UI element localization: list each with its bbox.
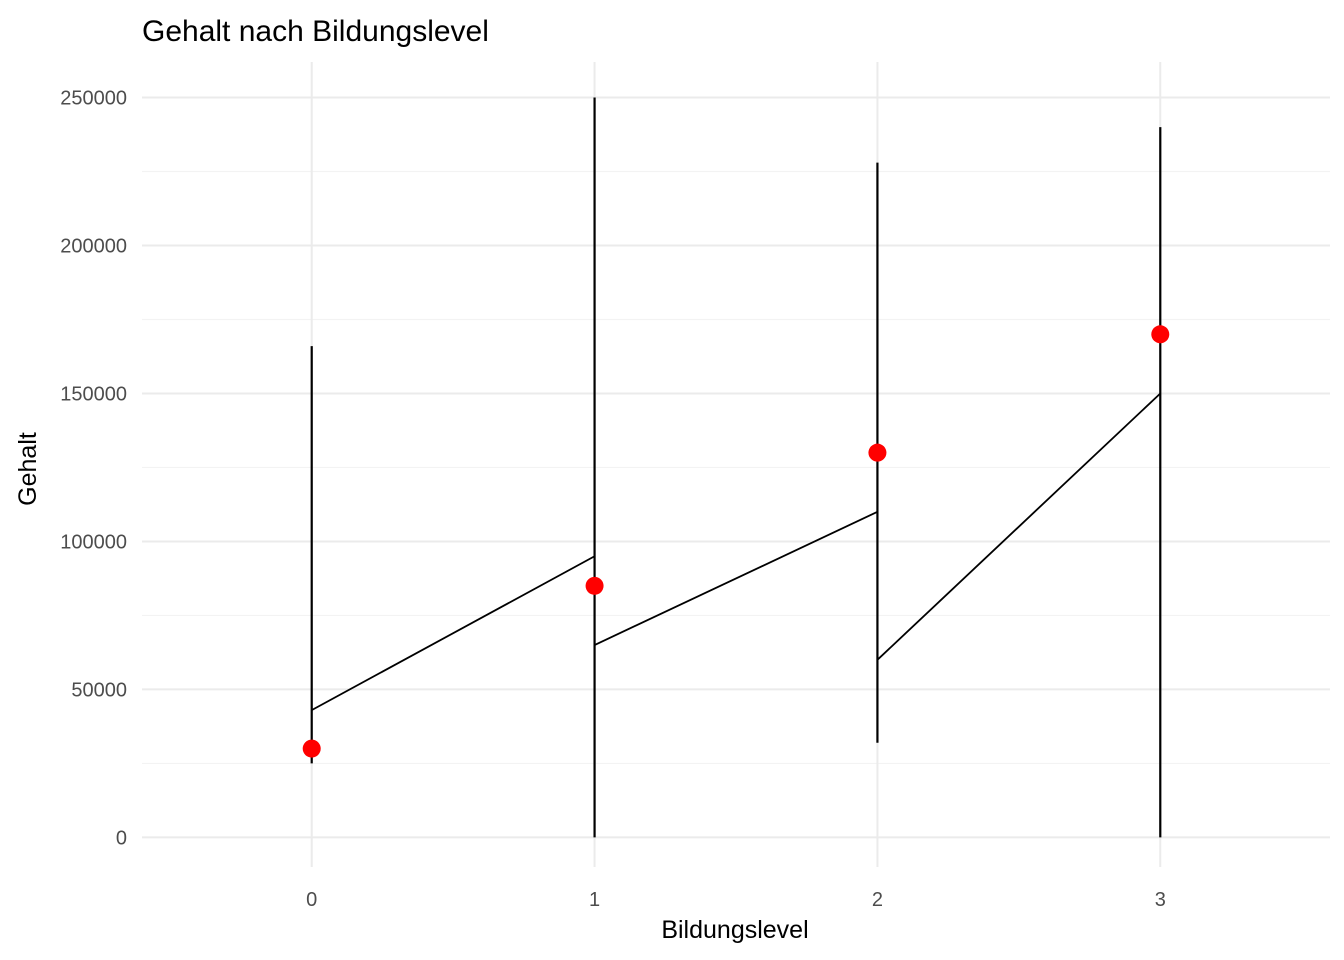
trend-segment-line xyxy=(876,392,1161,661)
y-tick-label: 0 xyxy=(116,827,127,849)
trend-segment-line xyxy=(311,555,596,711)
trend-segment-series xyxy=(311,392,1161,711)
data-point xyxy=(302,739,321,758)
x-tick-label: 1 xyxy=(589,889,600,911)
x-axis-title: Bildungslevel xyxy=(661,916,808,944)
data-point xyxy=(868,443,887,462)
minor-grid xyxy=(142,170,1330,765)
point-series xyxy=(302,325,1170,758)
y-axis-tick-labels: 0 50000 100000 150000 200000 250000 xyxy=(60,88,127,850)
y-tick-label: 100000 xyxy=(60,531,127,553)
data-point xyxy=(1151,325,1170,344)
x-tick-label: 2 xyxy=(872,889,883,911)
y-axis-title: Gehalt xyxy=(14,432,42,506)
data-point xyxy=(585,576,604,595)
y-tick-label: 150000 xyxy=(60,383,127,405)
trend-segment-line xyxy=(594,511,878,646)
plot-panel xyxy=(142,62,1330,867)
x-tick-label: 0 xyxy=(306,889,317,911)
x-tick-label: 3 xyxy=(1155,889,1166,911)
chart-title: Gehalt nach Bildungslevel xyxy=(142,15,489,48)
y-tick-label: 200000 xyxy=(60,235,127,257)
y-tick-label: 50000 xyxy=(71,679,127,701)
x-axis-tick-labels: 0 1 2 3 xyxy=(306,889,1166,911)
y-tick-label: 250000 xyxy=(60,88,127,110)
